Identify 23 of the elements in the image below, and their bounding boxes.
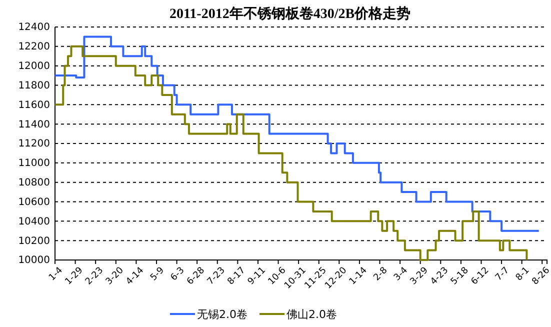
y-tick-label: 12400 xyxy=(18,22,50,34)
y-tick-label: 10600 xyxy=(18,196,50,208)
x-tick-label: 3-4 xyxy=(392,265,410,284)
y-tick-label: 11200 xyxy=(18,138,50,150)
x-tick-label: 2-8 xyxy=(372,265,390,284)
y-tick-label: 11000 xyxy=(18,158,50,170)
y-tick-label: 10400 xyxy=(18,216,50,228)
y-tick-label: 10800 xyxy=(18,178,50,189)
y-tick-label: 10200 xyxy=(18,236,50,247)
y-tick-label: 12000 xyxy=(18,61,50,72)
y-tick-label: 11800 xyxy=(18,80,50,92)
legend-label: 无锡2.0卷 xyxy=(197,308,248,321)
y-tick-label: 12200 xyxy=(18,42,50,53)
x-tick-label: 6-3 xyxy=(169,266,187,284)
y-tick-label: 11600 xyxy=(18,100,50,111)
legend-label: 佛山2.0卷 xyxy=(286,308,337,321)
x-tick-label: 1-4 xyxy=(47,265,66,284)
x-tick-label: 8-1 xyxy=(514,266,532,284)
x-tick-label: 5-9 xyxy=(148,265,167,284)
y-tick-label: 11400 xyxy=(18,119,50,130)
x-tick-label: 7-7 xyxy=(494,266,512,284)
y-tick-label: 10000 xyxy=(18,255,50,266)
chart-title: 2011-2012年不锈钢板卷430/2B价格走势 xyxy=(169,6,411,22)
